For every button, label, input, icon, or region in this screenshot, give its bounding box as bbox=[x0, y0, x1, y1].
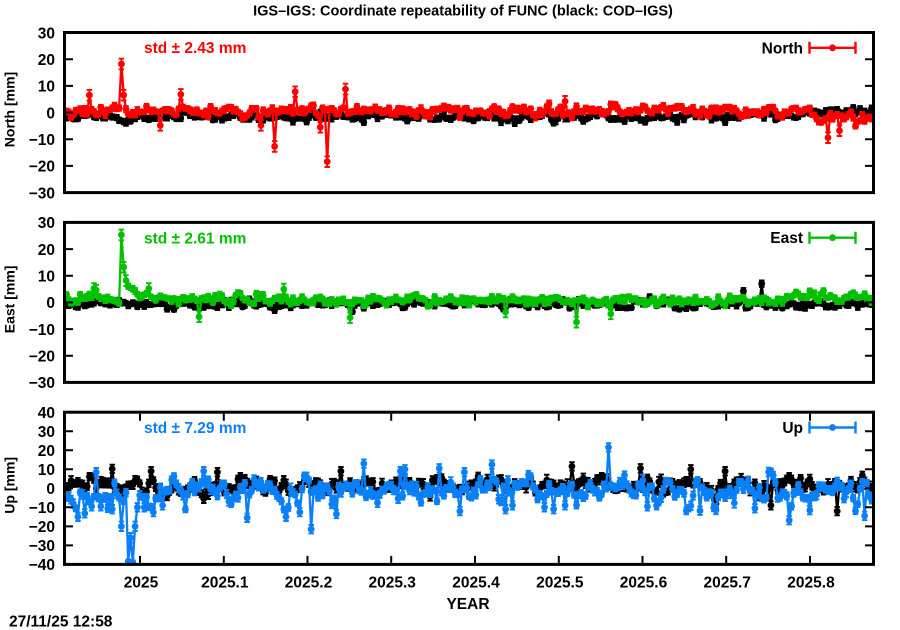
svg-text:North [mm]: North [mm] bbox=[2, 72, 18, 147]
svg-text:10: 10 bbox=[38, 79, 55, 96]
svg-text:−20: −20 bbox=[29, 519, 55, 536]
svg-text:YEAR: YEAR bbox=[446, 596, 489, 613]
svg-text:2025.2: 2025.2 bbox=[285, 575, 332, 592]
svg-text:2025: 2025 bbox=[124, 575, 159, 592]
svg-text:20: 20 bbox=[38, 443, 55, 460]
svg-text:30: 30 bbox=[38, 25, 55, 42]
svg-text:30: 30 bbox=[38, 215, 55, 232]
svg-text:27/11/25 12:58: 27/11/25 12:58 bbox=[9, 614, 113, 630]
svg-text:−20: −20 bbox=[29, 159, 55, 176]
svg-text:0: 0 bbox=[46, 295, 55, 312]
svg-text:20: 20 bbox=[38, 52, 55, 69]
svg-text:Up [mm]: Up [mm] bbox=[2, 457, 18, 514]
svg-text:30: 30 bbox=[38, 424, 55, 441]
svg-text:−30: −30 bbox=[29, 538, 55, 555]
svg-text:10: 10 bbox=[38, 462, 55, 479]
svg-text:East: East bbox=[770, 230, 803, 247]
svg-text:0: 0 bbox=[46, 481, 55, 498]
svg-text:2025.8: 2025.8 bbox=[787, 575, 835, 592]
svg-text:East [mm]: East [mm] bbox=[2, 266, 18, 334]
svg-text:IGS–IGS: Coordinate repeatabil: IGS–IGS: Coordinate repeatability of FUN… bbox=[253, 4, 673, 20]
svg-text:Up: Up bbox=[782, 420, 803, 437]
svg-text:std ± 2.61 mm: std ± 2.61 mm bbox=[144, 230, 246, 247]
svg-text:10: 10 bbox=[38, 269, 55, 286]
svg-text:2025.6: 2025.6 bbox=[620, 575, 668, 592]
svg-text:2025.4: 2025.4 bbox=[452, 575, 500, 592]
svg-text:−20: −20 bbox=[29, 349, 55, 366]
svg-text:North: North bbox=[762, 40, 803, 57]
svg-text:std ± 2.43 mm: std ± 2.43 mm bbox=[144, 40, 246, 57]
svg-text:−30: −30 bbox=[29, 375, 55, 392]
svg-text:2025.7: 2025.7 bbox=[703, 575, 750, 592]
svg-text:20: 20 bbox=[38, 242, 55, 259]
svg-text:−10: −10 bbox=[29, 132, 55, 149]
svg-text:2025.3: 2025.3 bbox=[368, 575, 416, 592]
svg-text:2025.1: 2025.1 bbox=[201, 575, 249, 592]
svg-text:−40: −40 bbox=[29, 557, 55, 574]
svg-text:−10: −10 bbox=[29, 322, 55, 339]
svg-text:0: 0 bbox=[46, 105, 55, 122]
svg-text:−10: −10 bbox=[29, 500, 55, 517]
svg-text:std ± 7.29 mm: std ± 7.29 mm bbox=[144, 420, 246, 437]
svg-text:40: 40 bbox=[38, 405, 55, 422]
svg-text:−30: −30 bbox=[29, 185, 55, 202]
svg-text:2025.5: 2025.5 bbox=[536, 575, 584, 592]
